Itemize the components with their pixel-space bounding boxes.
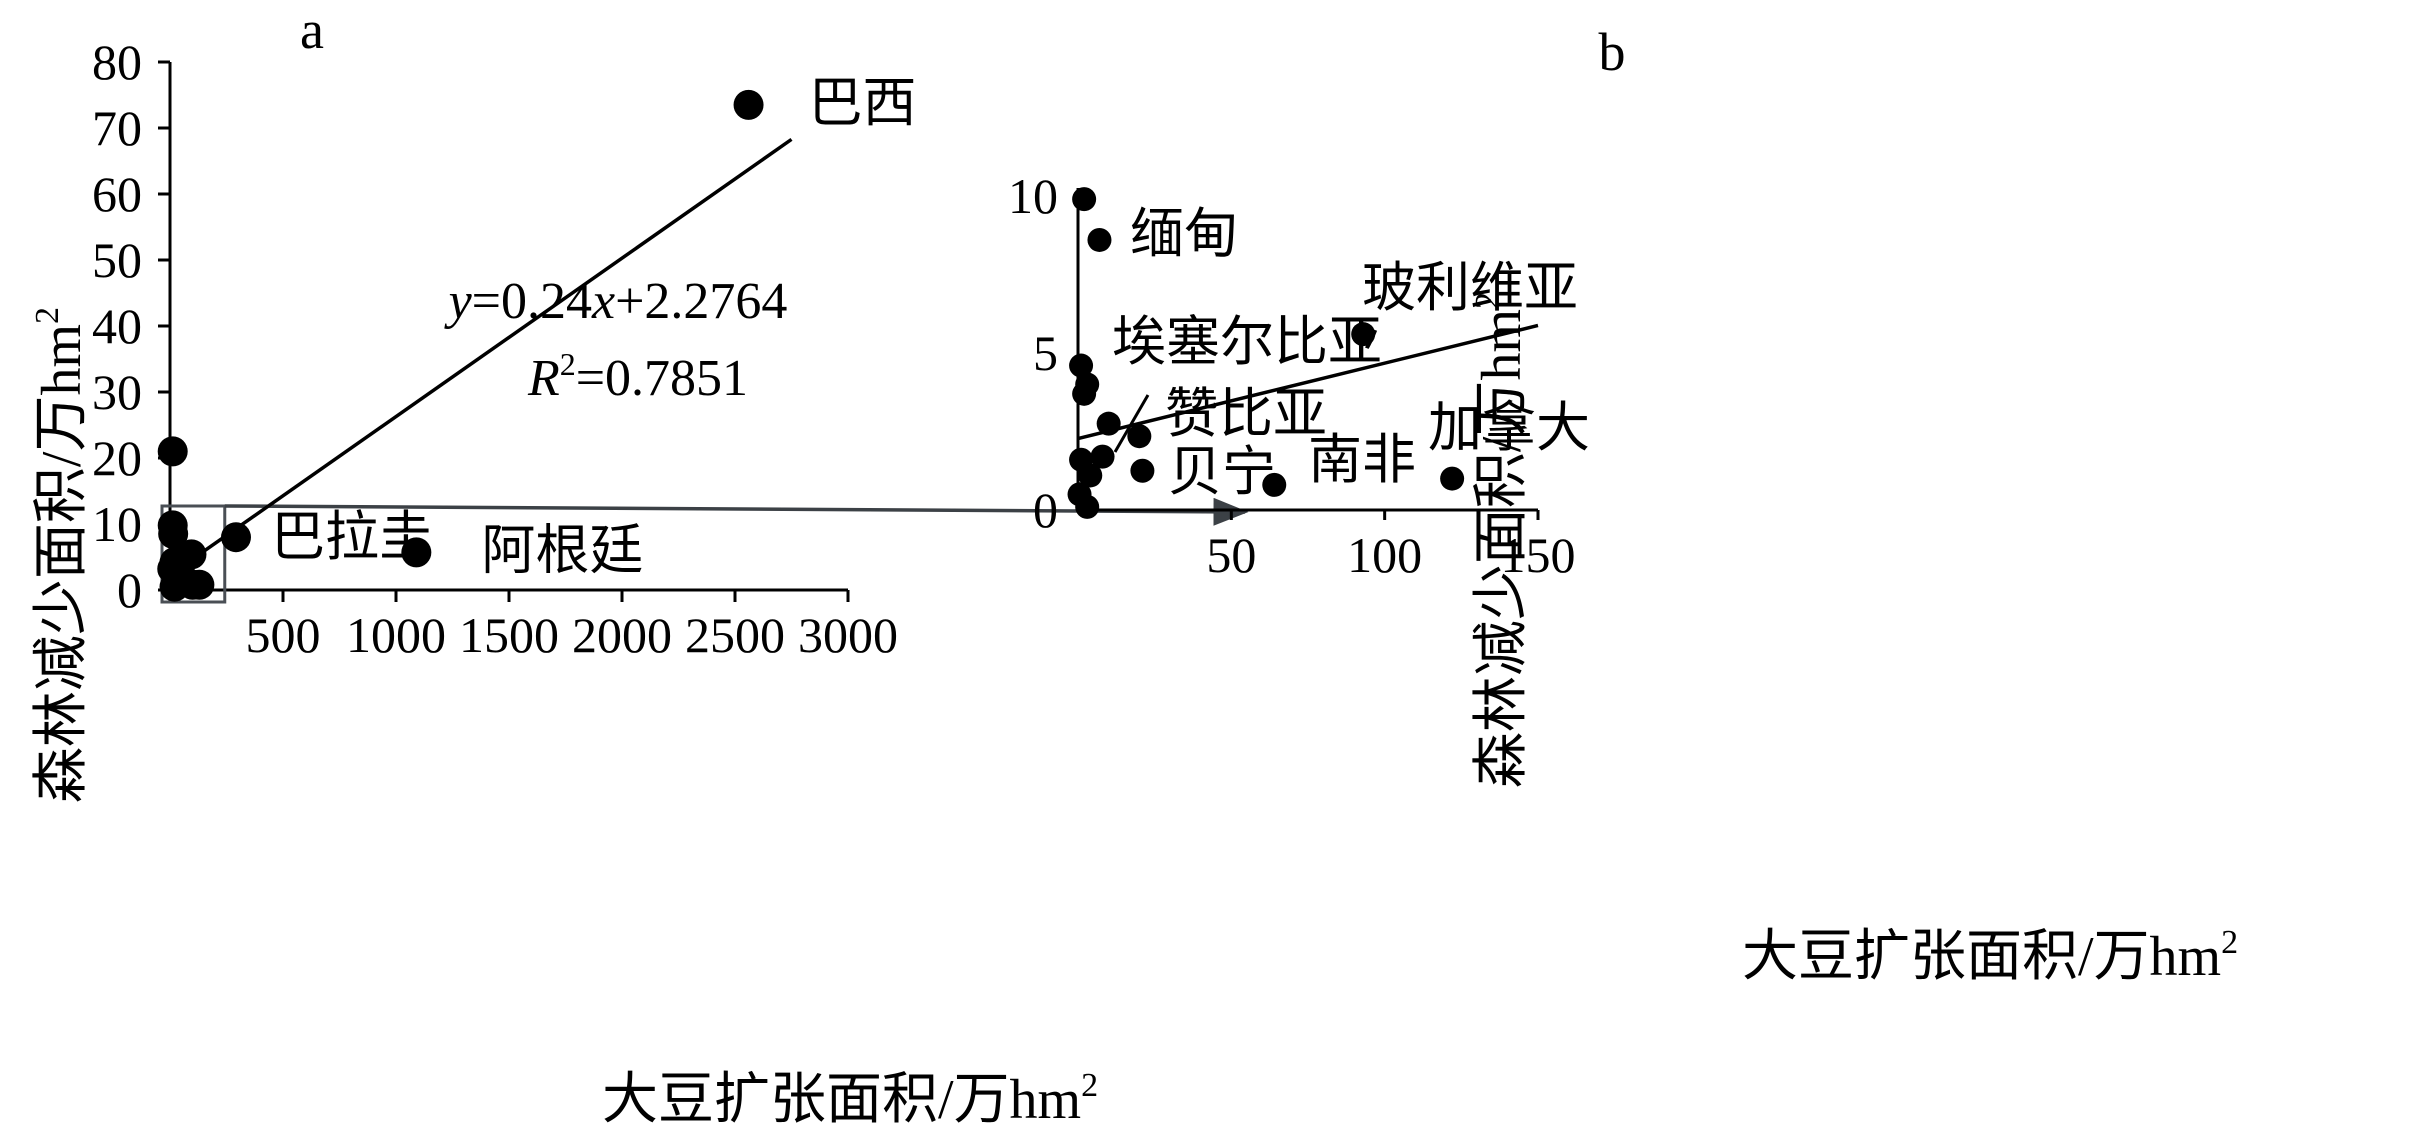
panel-b-point	[1130, 458, 1155, 483]
panel-a-tick-labels: 0 10 20 30 40 50 60 70 80 500 1000 1500 2000 2500 3000	[92, 34, 898, 663]
panel-b-x-tick-label: 100	[1347, 527, 1422, 583]
panel-b-x-tick-label: 50	[1206, 527, 1256, 583]
panel-a-y-tick-label: 60	[92, 166, 142, 222]
panel-a-y-tick-label: 20	[92, 430, 142, 486]
panel-a-point-label: 巴西	[809, 73, 917, 133]
panel-a-y-tick-label: 70	[92, 100, 142, 156]
panel-a: a 森林减少面积/万hm2 大豆扩张面积/万hm2 01020304050607…	[29, 0, 1249, 1131]
panel-a-x-tick-label: 3000	[798, 607, 898, 663]
panel-a-letter: a	[300, 0, 324, 60]
panel-a-x-axis-title: 大豆扩张面积/万hm2	[602, 1067, 1098, 1131]
panel-b-x-axis-title: 大豆扩张面积/万hm2	[1742, 924, 2238, 988]
panel-a-annotations	[160, 137, 1249, 604]
panel-a-y-tick-label: 40	[92, 298, 142, 354]
panel-b-point	[1090, 444, 1115, 469]
panel-a-point	[158, 518, 189, 549]
panel-a-point-label: 阿根廷	[481, 520, 643, 580]
panel-b-point-label: 南非	[1308, 430, 1416, 490]
panel-b-points	[1067, 187, 1465, 519]
panel-b-point-label: 赞比亚	[1165, 384, 1327, 444]
panel-a-y-tick-label: 80	[92, 34, 142, 90]
panel-a-r-squared: R2=0.7851	[527, 346, 748, 407]
panel-a-y-tick-label: 0	[117, 562, 142, 618]
panel-b-point-label: 缅甸	[1130, 204, 1238, 264]
panel-b-x-tick-label: 150	[1501, 527, 1576, 583]
panel-a-point	[159, 571, 190, 602]
panel-b-point	[1075, 494, 1100, 519]
panel-a-fit-equation: y=0.24x+2.2764	[444, 273, 788, 330]
panel-b-letter: b	[1599, 22, 1626, 82]
panel-a-point-label: 巴拉圭	[271, 507, 433, 567]
panel-b-point	[1087, 227, 1112, 252]
panel-a-points	[157, 89, 764, 602]
panel-b-point-label: 贝宁	[1168, 442, 1276, 502]
panel-b-point	[1069, 353, 1094, 378]
panel-a-x-tick-label: 1000	[346, 607, 446, 663]
panel-b-y-tick-label: 10	[1008, 168, 1058, 224]
panel-b-label-leader	[1113, 394, 1150, 453]
panel-b-point	[1078, 463, 1103, 488]
panel-a-inset-box	[160, 504, 227, 604]
panel-a-point	[220, 522, 251, 553]
panel-b-point	[1440, 466, 1465, 491]
panel-a-x-tick-label: 1500	[459, 607, 559, 663]
panel-a-y-axis-title: 森林减少面积/万hm2	[29, 307, 93, 803]
panel-b-point-label: 埃塞尔比亚	[1112, 312, 1382, 372]
panel-b-point	[1262, 472, 1287, 497]
panel-b-y-axis-title: 森林减少面积/万hm2	[1469, 292, 1533, 788]
panel-b-y-tick-label: 5	[1033, 325, 1058, 381]
panel-a-point	[733, 89, 764, 120]
panel-a-y-tick-label: 30	[92, 364, 142, 420]
panel-a-inset-arrow	[224, 497, 1249, 526]
panel-b-point	[1072, 187, 1097, 212]
panel-a-axes	[158, 60, 850, 602]
panel-b-point	[1351, 322, 1376, 347]
panel-a-x-tick-label: 2000	[572, 607, 672, 663]
panel-a-y-tick-label: 50	[92, 232, 142, 288]
panel-a-x-tick-label: 2500	[685, 607, 785, 663]
panel-b-annotations	[1077, 323, 1539, 453]
panel-b-tick-labels: 0 5 10 50 100 150	[1008, 168, 1576, 583]
panel-a-regression-line	[189, 137, 793, 563]
panel-b-y-tick-label: 0	[1033, 482, 1058, 538]
panel-b-point-label: 玻利维亚	[1362, 258, 1578, 318]
panel-a-y-tick-label: 10	[92, 496, 142, 552]
panel-b-point	[1072, 381, 1097, 406]
panel-b: b 森林减少面积/万hm2 大豆扩张面积/万hm2 0 5 10 50 100 150 缅…	[1008, 22, 2238, 988]
panel-a-point	[184, 569, 215, 600]
panel-b-point	[1127, 424, 1152, 449]
panel-a-x-tick-label: 500	[246, 607, 321, 663]
panel-b-point	[1096, 411, 1121, 436]
panel-b-point-label: 加拿大	[1428, 398, 1590, 458]
panel-a-point	[157, 436, 188, 467]
panel-b-regression-line	[1077, 323, 1539, 441]
panel-a-point	[401, 537, 432, 568]
